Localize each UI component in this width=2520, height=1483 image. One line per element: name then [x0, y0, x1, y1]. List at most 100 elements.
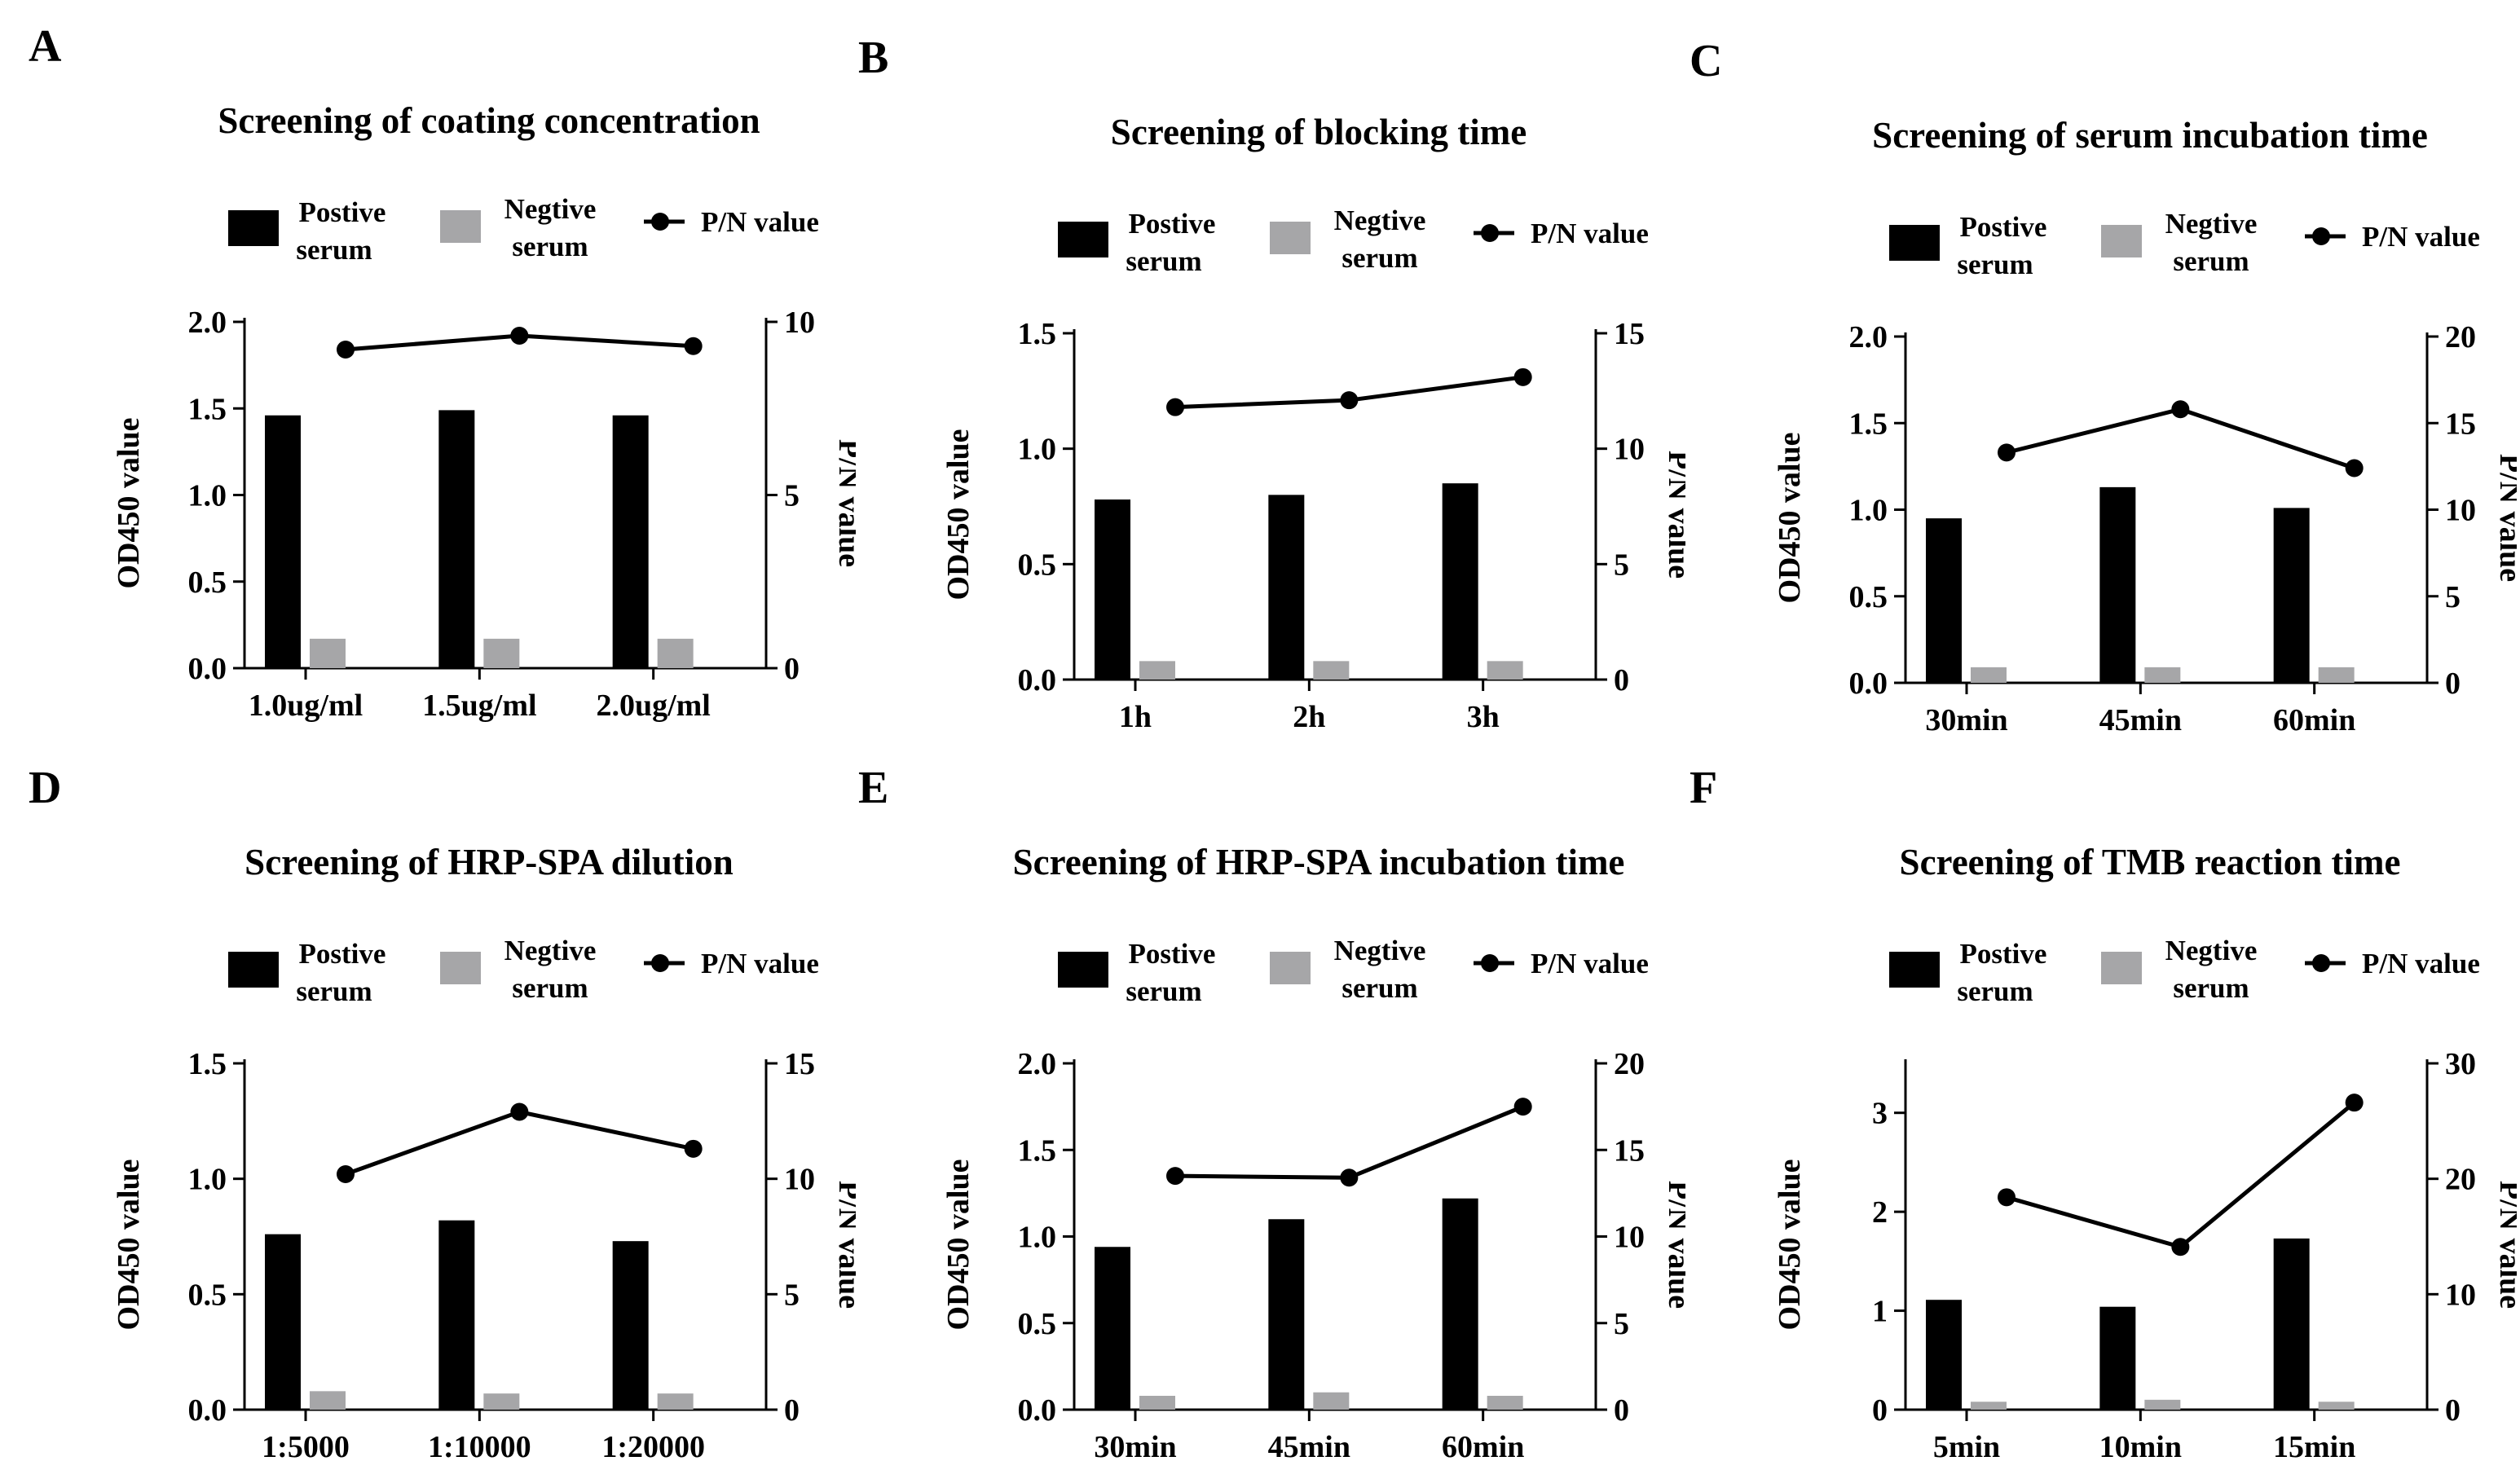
pn-point — [510, 1102, 529, 1121]
y-axis-title-right: P/N value — [832, 1181, 856, 1309]
y-axis-title-left: OD450 value — [941, 429, 976, 600]
y-axis-title-right: P/N value — [2493, 454, 2517, 582]
legend-marker-pn — [2312, 954, 2330, 972]
x-tick-label: 1.0ug/ml — [249, 689, 363, 723]
y-tick-label-left: 1.0 — [1018, 1221, 1057, 1255]
y-tick-label-left: 1.0 — [188, 1163, 227, 1197]
bar-positive — [2099, 1306, 2136, 1410]
x-tick-label: 1:20000 — [601, 1430, 705, 1464]
chart-title: Screening of HRP-SPA incubation time — [1013, 842, 1625, 882]
pn-series-line — [1174, 1104, 1524, 1180]
bar-negative — [1487, 661, 1523, 680]
y-tick-label-left: 1.0 — [188, 479, 227, 513]
y-axis-title-right: P/N value — [1662, 1181, 1685, 1309]
legend-label-negative: serum — [512, 231, 588, 262]
bar-negative — [1313, 1392, 1350, 1410]
legend-swatch-positive — [228, 210, 279, 246]
y-tick-label-right: 15 — [1614, 317, 1645, 351]
y-tick-label-left: 0 — [1872, 1393, 1888, 1428]
bar-negative — [657, 638, 694, 668]
legend-label-positive: Postive — [1960, 938, 2047, 970]
panel-letter: A — [29, 21, 62, 72]
legend-marker-pn — [1481, 224, 1499, 242]
y-tick-label-left: 1.5 — [188, 392, 227, 426]
y-axis-title-left: OD450 value — [112, 417, 146, 588]
legend-label-negative: serum — [2173, 972, 2249, 1004]
x-tick-label: 60min — [2273, 703, 2355, 737]
legend-label-negative: serum — [512, 972, 588, 1004]
chart-svg: D Screening of HRP-SPA dilution Postive ser… — [29, 763, 856, 1464]
chart-title: Screening of HRP-SPA dilution — [245, 842, 734, 882]
bar-positive — [1926, 1300, 1962, 1410]
x-tick-label: 1:10000 — [428, 1430, 531, 1464]
legend-swatch-positive — [1889, 952, 1940, 988]
y-tick-label-right: 10 — [2445, 494, 2476, 528]
bar-negative — [657, 1393, 694, 1410]
bar-negative — [1139, 661, 1175, 680]
bar-positive — [438, 410, 475, 668]
legend-swatch-positive — [228, 952, 279, 988]
x-tick-label: 1.5ug/ml — [422, 689, 536, 723]
y-axis-title-left: OD450 value — [1773, 432, 1807, 603]
legend-label-positive: Postive — [1960, 211, 2047, 243]
chart-svg: F Screening of TMB reaction time Postive se… — [1690, 763, 2517, 1464]
y-tick-label-left: 1 — [1872, 1295, 1888, 1329]
pn-point — [1166, 1167, 1184, 1186]
y-axis-title-right: P/N value — [832, 439, 856, 567]
legend: Postive serum Negtive serum P/N value — [228, 193, 819, 266]
bar-positive — [1268, 1219, 1305, 1410]
y-tick-label-left: 0.0 — [1018, 663, 1057, 697]
legend: Postive serum Negtive serum P/N value — [1889, 208, 2480, 280]
pn-point — [337, 341, 355, 359]
x-tick-label: 45min — [2099, 703, 2182, 737]
legend-label-negative: Negtive — [2165, 935, 2258, 966]
chart-title: Screening of blocking time — [1111, 112, 1527, 152]
bar-positive — [2099, 486, 2136, 683]
y-tick-label-left: 1.5 — [1849, 407, 1888, 441]
y-tick-label-left: 2.0 — [1849, 320, 1888, 354]
pn-point — [1166, 398, 1184, 416]
chart-svg: C Screening of serum incubation time Posti… — [1690, 36, 2517, 737]
legend-swatch-negative — [440, 210, 481, 243]
y-tick-label-left: 1.5 — [1018, 317, 1057, 351]
y-tick-label-right: 0 — [784, 652, 800, 686]
y-tick-label-right: 5 — [784, 479, 800, 513]
legend-label-pn: P/N value — [1531, 948, 1649, 979]
legend-label-negative: serum — [2173, 245, 2249, 277]
legend-label-positive: serum — [1957, 249, 2033, 280]
legend-label-negative: serum — [1342, 242, 1417, 274]
y-tick-label-left: 1.0 — [1018, 433, 1057, 467]
y-tick-label-right: 0 — [2445, 1393, 2461, 1428]
chart-title: Screening of serum incubation time — [1872, 115, 2428, 156]
legend-swatch-negative — [1270, 952, 1311, 984]
legend-label-positive: serum — [296, 975, 372, 1007]
bar-negative — [1487, 1396, 1523, 1410]
y-tick-label-right: 5 — [784, 1278, 800, 1312]
chart-svg: A Screening of coating concentration Posti… — [29, 21, 856, 723]
y-tick-label-left: 2 — [1872, 1195, 1888, 1230]
y-tick-label-left: 0.5 — [1018, 548, 1057, 582]
y-tick-label-left: 0.0 — [188, 1393, 227, 1428]
y-tick-label-right: 0 — [784, 1393, 800, 1428]
y-tick-label-right: 10 — [2445, 1278, 2476, 1312]
y-tick-label-right: 15 — [2445, 407, 2476, 441]
legend-label-pn: P/N value — [1531, 218, 1649, 249]
legend-marker-pn — [651, 954, 669, 972]
legend-label-pn: P/N value — [701, 206, 819, 238]
legend-label-pn: P/N value — [2362, 948, 2480, 979]
y-tick-label-left: 0.5 — [188, 565, 227, 600]
chart-panel-d: D Screening of HRP-SPA dilution Postive ser… — [16, 742, 856, 1483]
y-tick-label-left: 0.0 — [188, 652, 227, 686]
bar-negative — [310, 638, 346, 668]
chart-panel-c: C Screening of serum incubation time Posti… — [1677, 15, 2517, 756]
y-axis-title-right: P/N value — [1662, 451, 1685, 579]
chart-svg: E Screening of HRP-SPA incubation time Pos… — [858, 763, 1685, 1464]
y-tick-label-left: 0.5 — [188, 1278, 227, 1312]
bar-positive — [2273, 1238, 2310, 1410]
bar-negative — [483, 1393, 520, 1410]
legend: Postive serum Negtive serum P/N value — [1058, 935, 1649, 1007]
pn-point — [1998, 443, 2016, 462]
y-axis-title-left: OD450 value — [941, 1159, 976, 1330]
x-tick-label: 15min — [2273, 1430, 2355, 1464]
pn-point — [1513, 367, 1532, 386]
